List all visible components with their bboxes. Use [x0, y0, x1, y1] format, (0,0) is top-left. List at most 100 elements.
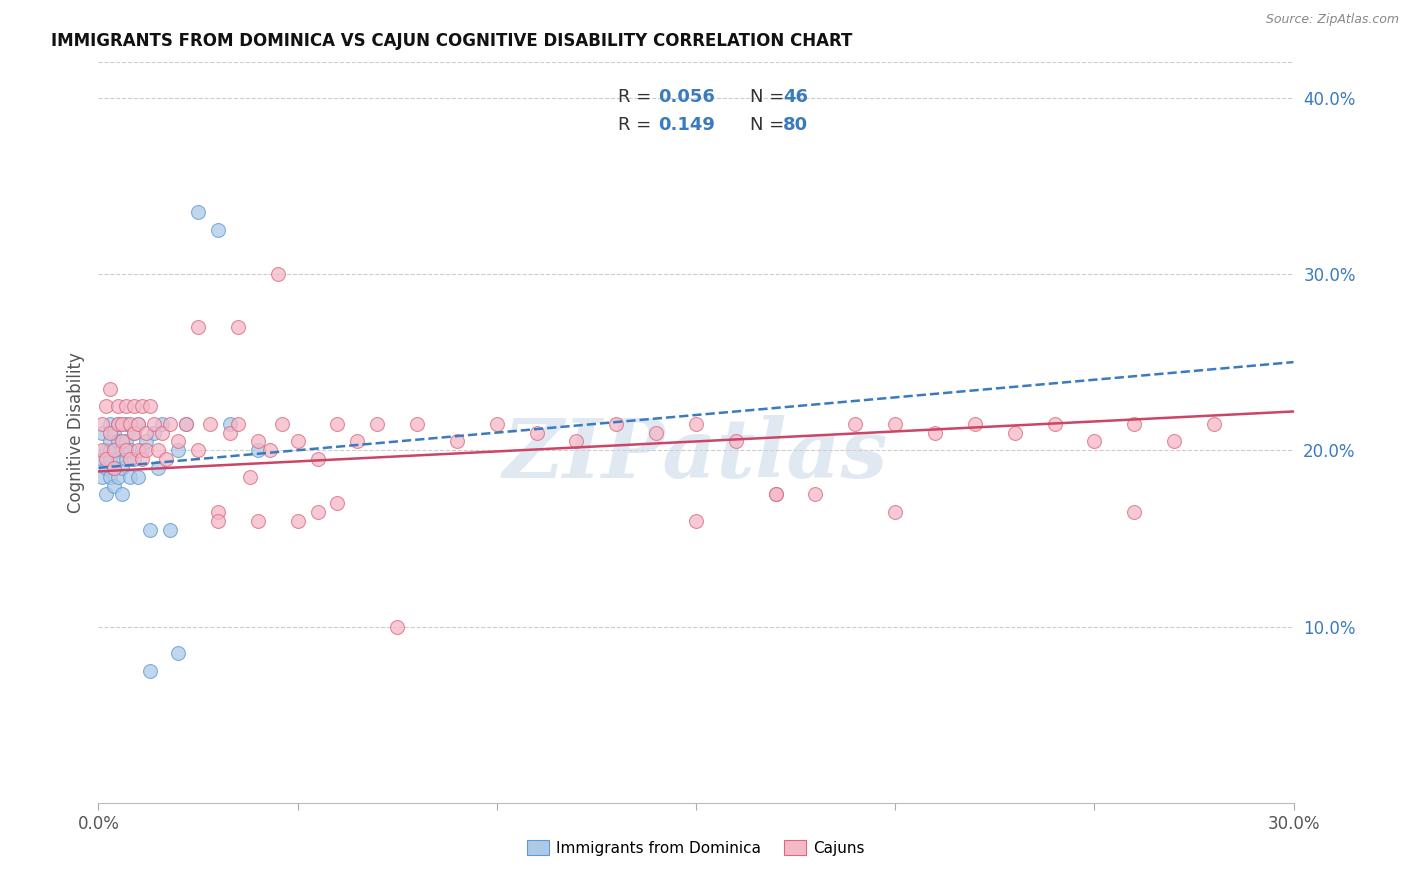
Point — [103, 443, 125, 458]
Point — [1202, 417, 1225, 431]
Point — [155, 452, 177, 467]
Point — [485, 417, 508, 431]
Point — [307, 505, 329, 519]
Point — [150, 417, 173, 431]
Point — [107, 417, 129, 431]
Point — [107, 417, 129, 431]
Point — [187, 443, 209, 458]
Point — [103, 478, 125, 492]
Point — [96, 461, 118, 475]
Legend: Immigrants from Dominica, Cajuns: Immigrants from Dominica, Cajuns — [522, 834, 870, 862]
Point — [96, 399, 118, 413]
Point — [187, 319, 209, 334]
Point — [98, 434, 122, 449]
Point — [139, 399, 162, 413]
Point — [605, 417, 627, 431]
Point — [111, 443, 134, 458]
Point — [120, 417, 142, 431]
Point — [207, 514, 229, 528]
Point — [1083, 434, 1105, 449]
Point — [96, 443, 118, 458]
Point — [174, 417, 197, 431]
Point — [139, 523, 162, 537]
Point — [148, 461, 170, 475]
Point — [406, 417, 429, 431]
Y-axis label: Cognitive Disability: Cognitive Disability — [66, 352, 84, 513]
Point — [326, 496, 349, 510]
Point — [124, 425, 146, 440]
Point — [91, 425, 114, 440]
Point — [1043, 417, 1066, 431]
Point — [120, 452, 142, 467]
Point — [270, 417, 292, 431]
Point — [135, 425, 157, 440]
Point — [287, 434, 309, 449]
Point — [131, 452, 153, 467]
Point — [159, 417, 181, 431]
Point — [107, 452, 129, 467]
Point — [645, 425, 668, 440]
Point — [111, 487, 134, 501]
Point — [446, 434, 468, 449]
Point — [246, 443, 269, 458]
Point — [139, 664, 162, 678]
Point — [167, 434, 190, 449]
Point — [91, 452, 114, 467]
Point — [366, 417, 388, 431]
Point — [207, 223, 229, 237]
Point — [167, 646, 190, 660]
Text: R =: R = — [619, 117, 664, 135]
Point — [198, 417, 221, 431]
Point — [765, 487, 787, 501]
Point — [103, 461, 125, 475]
Point — [96, 487, 118, 501]
Point — [167, 443, 190, 458]
Point — [91, 469, 114, 483]
Point — [150, 425, 173, 440]
Point — [148, 443, 170, 458]
Text: 46: 46 — [783, 88, 808, 106]
Point — [884, 505, 907, 519]
Point — [115, 417, 138, 431]
Point — [127, 443, 149, 458]
Point — [804, 487, 827, 501]
Text: Source: ZipAtlas.com: Source: ZipAtlas.com — [1265, 13, 1399, 27]
Point — [226, 319, 249, 334]
Point — [98, 417, 122, 431]
Point — [239, 469, 262, 483]
Point — [124, 399, 146, 413]
Point — [226, 417, 249, 431]
Point — [159, 523, 181, 537]
Point — [120, 469, 142, 483]
Point — [174, 417, 197, 431]
Point — [1123, 417, 1146, 431]
Point — [385, 619, 409, 633]
Point — [131, 399, 153, 413]
Point — [103, 425, 125, 440]
Point — [135, 434, 157, 449]
Text: R =: R = — [619, 88, 657, 106]
Point — [111, 461, 134, 475]
Point — [111, 417, 134, 431]
Text: 80: 80 — [783, 117, 808, 135]
Point — [98, 469, 122, 483]
Point — [326, 417, 349, 431]
Point — [143, 425, 166, 440]
Point — [120, 443, 142, 458]
Point — [135, 443, 157, 458]
Point — [107, 434, 129, 449]
Point — [115, 434, 138, 449]
Point — [124, 452, 146, 467]
Point — [685, 417, 707, 431]
Point — [98, 382, 122, 396]
Point — [107, 469, 129, 483]
Point — [207, 505, 229, 519]
Point — [98, 425, 122, 440]
Point — [187, 205, 209, 219]
Point — [111, 434, 134, 449]
Text: ZIPatlas: ZIPatlas — [503, 415, 889, 495]
Text: 0.056: 0.056 — [658, 88, 714, 106]
Point — [844, 417, 866, 431]
Point — [259, 443, 281, 458]
Point — [346, 434, 368, 449]
